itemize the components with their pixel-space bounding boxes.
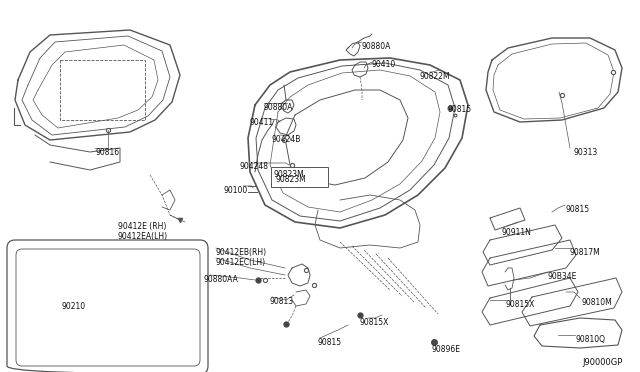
Text: 90815: 90815 — [448, 105, 472, 114]
Text: 90411: 90411 — [250, 118, 274, 127]
Text: 90896E: 90896E — [432, 345, 461, 354]
Text: 90816: 90816 — [95, 148, 119, 157]
Text: 90313: 90313 — [573, 148, 597, 157]
Text: 90880A: 90880A — [362, 42, 392, 51]
Text: J90000GP: J90000GP — [582, 358, 622, 367]
Text: 90817M: 90817M — [570, 248, 601, 257]
Text: 90412E (RH): 90412E (RH) — [118, 222, 166, 231]
Text: 904248: 904248 — [240, 162, 269, 171]
Text: 90880A: 90880A — [264, 103, 293, 112]
Text: 90810Q: 90810Q — [575, 335, 605, 344]
Text: 90822M: 90822M — [420, 72, 451, 81]
Text: 90412EA(LH): 90412EA(LH) — [118, 232, 168, 241]
Text: 90412EC(LH): 90412EC(LH) — [216, 258, 266, 267]
Text: 90410: 90410 — [372, 60, 396, 69]
Text: 90815X: 90815X — [360, 318, 389, 327]
Text: 90823M: 90823M — [274, 170, 305, 179]
Text: 90911N: 90911N — [502, 228, 532, 237]
Text: 90B34E: 90B34E — [548, 272, 577, 281]
Text: 90823M: 90823M — [276, 175, 307, 184]
Text: 90813: 90813 — [270, 297, 294, 306]
Text: 90210: 90210 — [62, 302, 86, 311]
FancyBboxPatch shape — [271, 167, 328, 187]
Text: 90412EB(RH): 90412EB(RH) — [216, 248, 267, 257]
Text: 90100: 90100 — [224, 186, 248, 195]
Text: 90815: 90815 — [565, 205, 589, 214]
Text: 90880AA: 90880AA — [204, 275, 239, 284]
Text: 90815: 90815 — [318, 338, 342, 347]
Text: 90815X: 90815X — [506, 300, 536, 309]
Text: 90424B: 90424B — [272, 135, 301, 144]
Text: 90810M: 90810M — [582, 298, 612, 307]
